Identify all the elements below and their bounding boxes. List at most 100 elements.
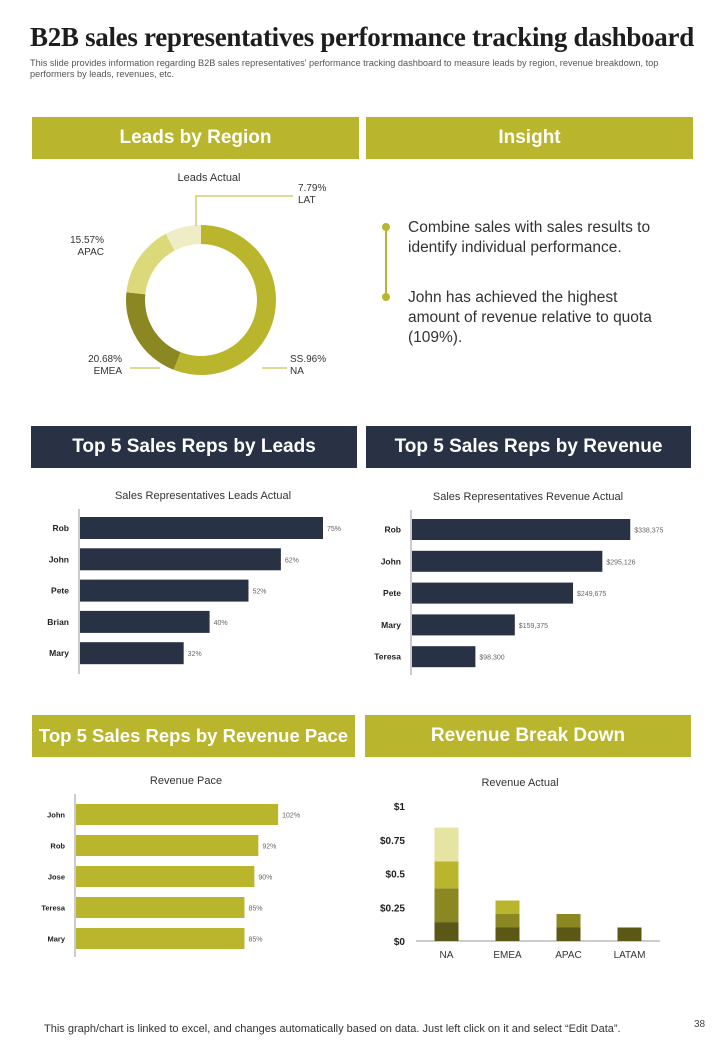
bar-mary xyxy=(76,928,245,949)
page-subtitle: This slide provides information regardin… xyxy=(30,58,659,79)
category-label: Jose xyxy=(48,873,65,882)
insight-header: Insight xyxy=(366,117,693,159)
revenue-pace-header: Top 5 Sales Reps by Revenue Pace xyxy=(32,715,355,757)
stack-segment-na xyxy=(434,888,459,923)
bar-value-label: 85% xyxy=(248,906,262,913)
bar-value-label: 102% xyxy=(282,813,300,820)
category-label: John xyxy=(49,554,69,564)
bar-value-label: $295,126 xyxy=(606,559,635,566)
top-revenue-header: Top 5 Sales Reps by Revenue xyxy=(366,426,691,468)
category-label: Teresa xyxy=(374,652,401,662)
bar-john xyxy=(76,804,279,825)
x-category-label: EMEA xyxy=(493,950,522,961)
donut-category-label: NA xyxy=(290,366,304,377)
category-label: Rob xyxy=(52,523,69,533)
stack-segment-apac xyxy=(556,914,581,928)
category-label: Mary xyxy=(381,620,401,630)
category-label: Brian xyxy=(47,617,69,627)
donut-value-label: SS.96% xyxy=(290,354,326,365)
category-label: Teresa xyxy=(41,904,65,913)
donut-value-label: 15.57% xyxy=(70,235,104,246)
bar-teresa xyxy=(76,897,245,918)
y-tick-label: $0.75 xyxy=(380,836,405,847)
y-tick-label: $0.25 xyxy=(380,903,405,914)
revenue-breakdown-header: Revenue Break Down xyxy=(365,715,691,757)
x-category-label: NA xyxy=(440,950,454,961)
donut-slice-apac xyxy=(126,233,175,295)
donut-slice-na xyxy=(173,225,276,375)
insight-text: Combine sales with sales results to iden… xyxy=(408,219,651,256)
bar-value-label: $338,375 xyxy=(634,528,663,535)
x-category-label: LATAM xyxy=(614,950,646,961)
bar-rob xyxy=(80,517,323,539)
stack-segment-emea xyxy=(495,914,520,928)
y-tick-label: $1 xyxy=(394,802,406,813)
bar-pete xyxy=(412,582,574,604)
category-label: Pete xyxy=(51,586,69,596)
bar-rob xyxy=(76,835,259,856)
bar-pete xyxy=(80,579,249,602)
chart-title: Sales Representatives Revenue Actual xyxy=(433,491,623,503)
bar-value-label: $249,675 xyxy=(577,591,606,598)
donut-category-label: LAT xyxy=(298,195,316,206)
insight-connector xyxy=(385,226,387,296)
donut-slice-emea xyxy=(125,292,181,370)
top-leads-header: Top 5 Sales Reps by Leads xyxy=(31,426,357,468)
x-category-label: APAC xyxy=(555,950,582,961)
stack-segment-na xyxy=(434,827,459,862)
bar-value-label: 85% xyxy=(248,937,262,944)
category-label: Rob xyxy=(50,842,65,851)
bar-jose xyxy=(76,866,255,887)
bar-value-label: 52% xyxy=(252,589,266,596)
leads-by-region-header: Leads by Region xyxy=(32,117,359,159)
bar-rob xyxy=(412,519,631,540)
y-tick-label: $0 xyxy=(394,937,406,948)
category-label: John xyxy=(47,811,65,820)
category-label: Mary xyxy=(47,935,65,944)
chart-title: Sales Representatives Leads Actual xyxy=(115,490,291,502)
bar-value-label: 40% xyxy=(214,620,228,627)
bar-teresa xyxy=(412,646,476,668)
bar-value-label: 75% xyxy=(327,526,341,533)
stack-segment-emea xyxy=(495,900,520,914)
donut-category-label: APAC xyxy=(78,247,105,258)
chart-title: Leads Actual xyxy=(178,172,241,184)
insight-item: John has achieved the highest amount of … xyxy=(382,288,668,348)
donut-value-label: 7.79% xyxy=(298,183,326,194)
stack-segment-emea xyxy=(495,927,520,941)
bar-john xyxy=(412,550,603,572)
category-label: John xyxy=(381,556,401,566)
y-tick-label: $0.5 xyxy=(386,870,406,881)
stack-segment-na xyxy=(434,861,459,889)
page-number: 38 xyxy=(694,1019,706,1030)
bullet-dot-icon xyxy=(382,293,390,301)
bar-value-label: 90% xyxy=(258,875,272,882)
bar-value-label: $98,300 xyxy=(479,655,504,662)
bar-value-label: 62% xyxy=(285,557,299,564)
insight-item: Combine sales with sales results to iden… xyxy=(382,218,668,258)
donut-value-label: 20.68% xyxy=(88,354,122,365)
bar-brian xyxy=(80,610,210,633)
stack-segment-na xyxy=(434,922,459,941)
category-label: Mary xyxy=(49,648,69,658)
bar-value-label: $159,375 xyxy=(519,623,548,630)
category-label: Pete xyxy=(383,588,401,598)
bar-mary xyxy=(80,642,184,665)
bar-value-label: 32% xyxy=(188,651,202,658)
stack-segment-latam xyxy=(617,927,642,941)
stack-segment-apac xyxy=(556,927,581,941)
page-title: B2B sales representatives performance tr… xyxy=(30,22,694,52)
leader-line xyxy=(195,195,293,226)
chart-title: Revenue Actual xyxy=(481,777,558,789)
insight-text: John has achieved the highest amount of … xyxy=(408,289,652,346)
bar-john xyxy=(80,548,281,571)
footer-note: This graph/chart is linked to excel, and… xyxy=(44,1023,621,1035)
bar-value-label: 92% xyxy=(262,844,276,851)
donut-category-label: EMEA xyxy=(94,366,123,377)
bar-mary xyxy=(412,614,515,636)
